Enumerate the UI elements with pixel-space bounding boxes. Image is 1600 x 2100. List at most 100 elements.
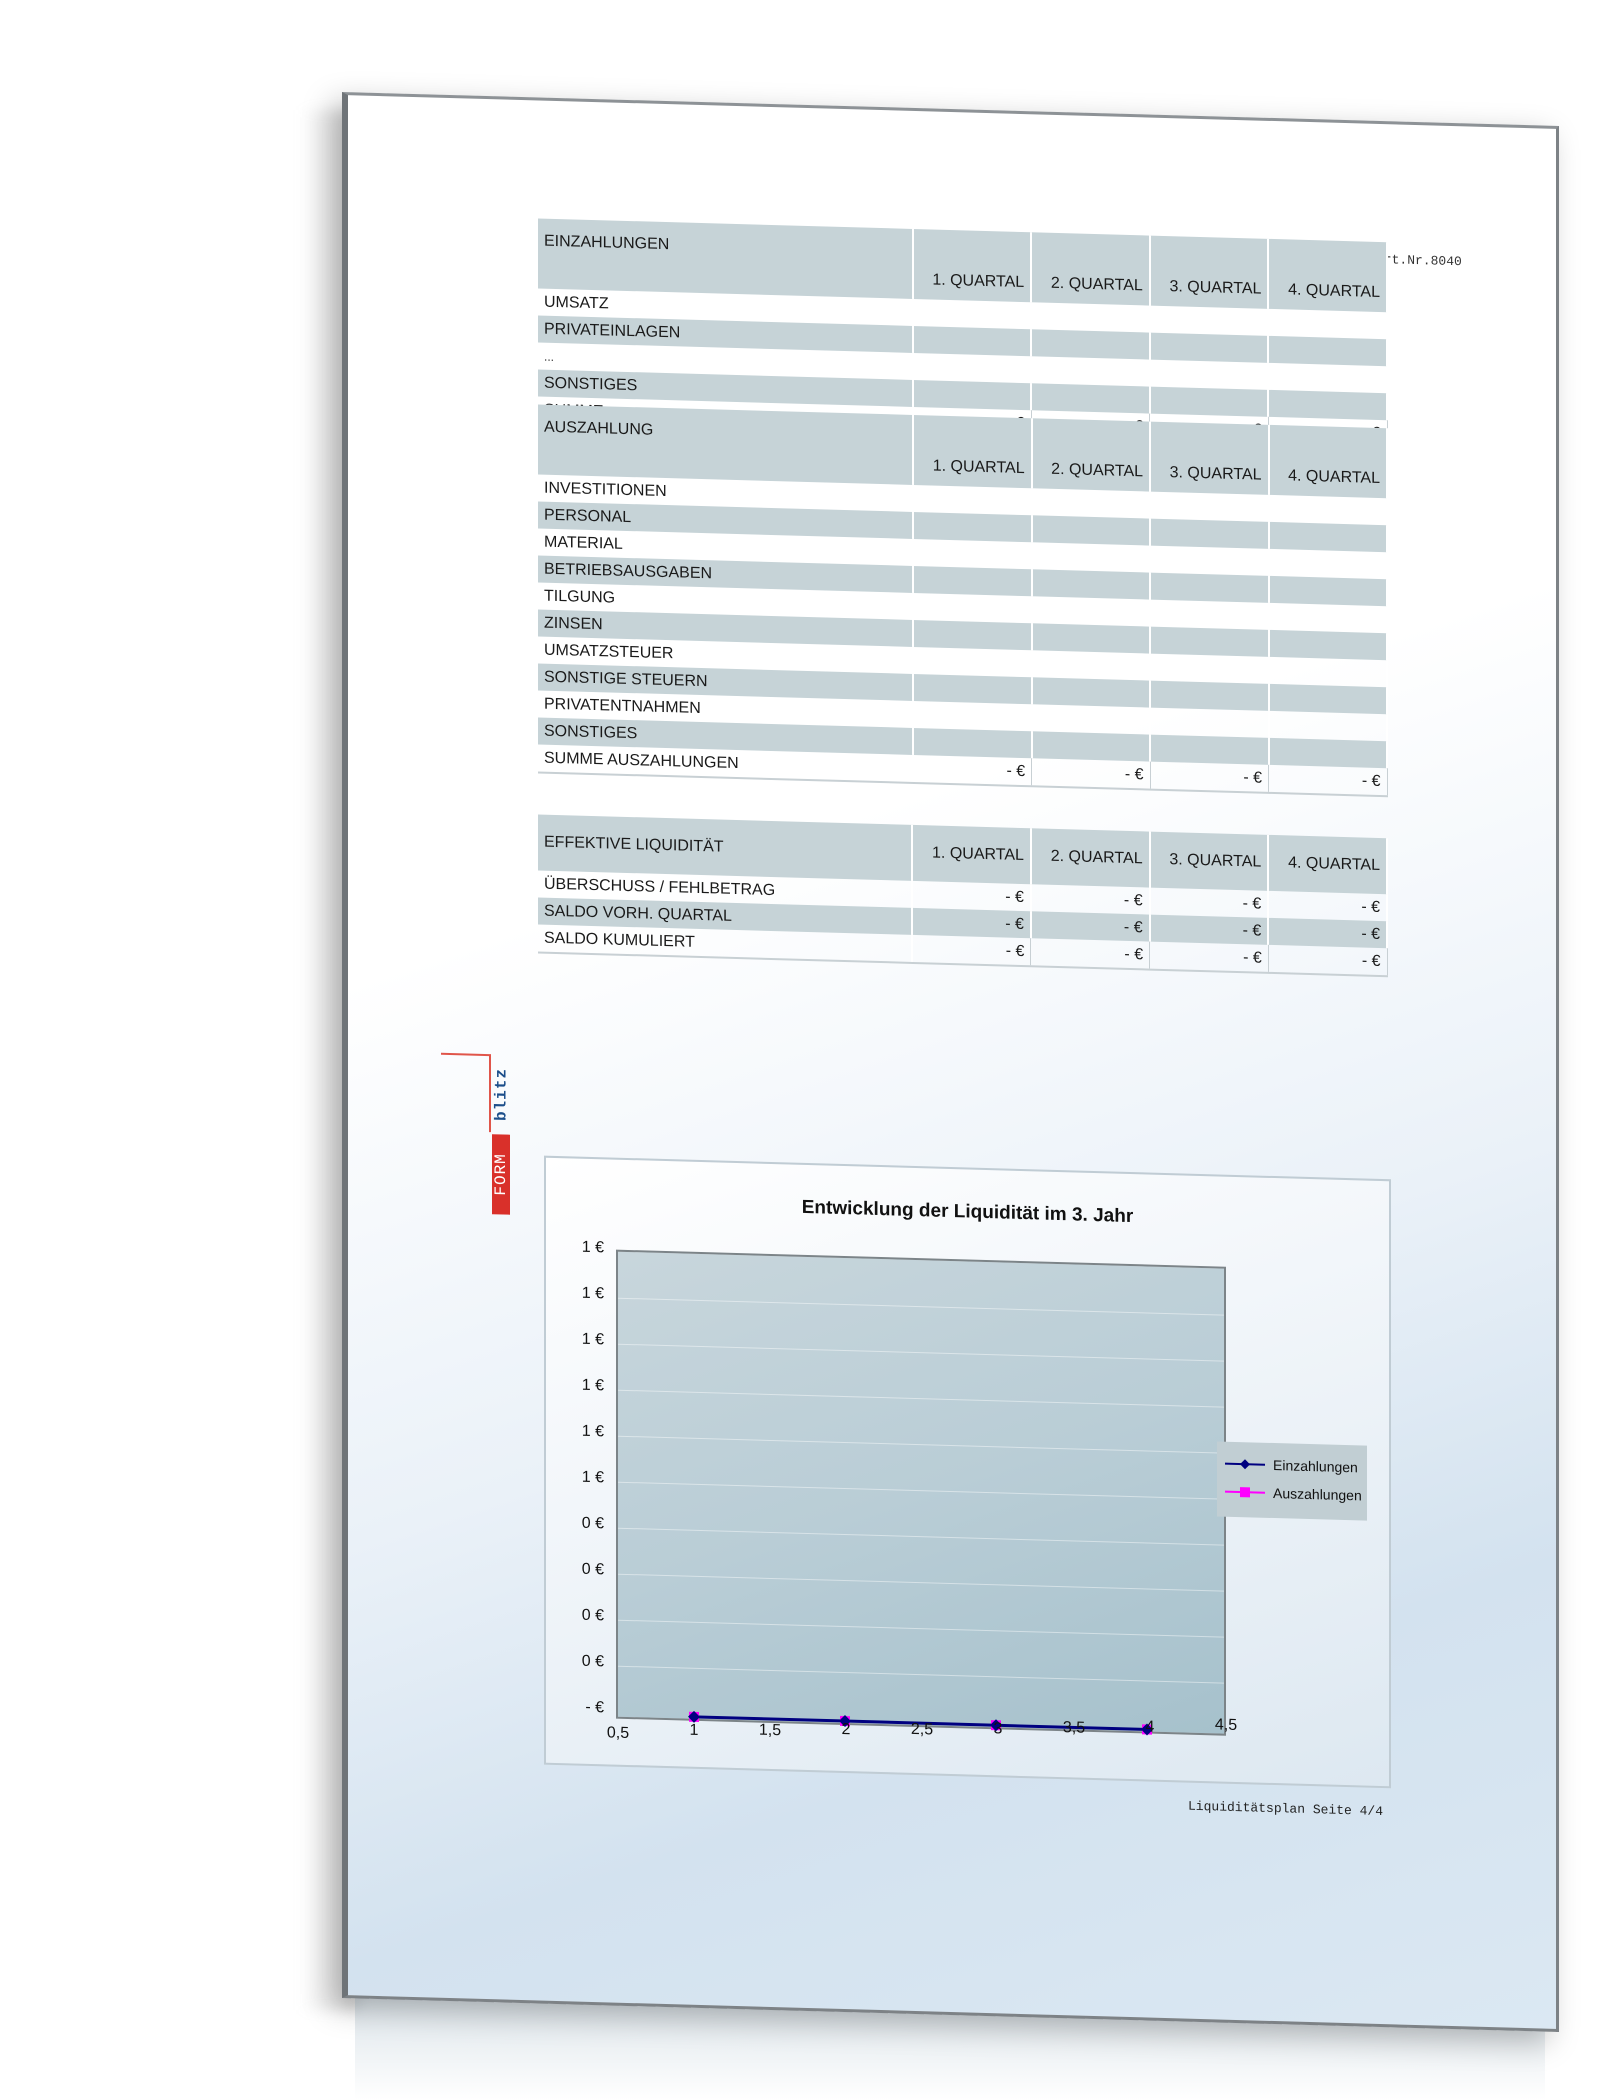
column-header-q3: 3. QUARTAL: [1149, 831, 1269, 891]
cell-q3[interactable]: [1149, 332, 1269, 363]
cell-q1[interactable]: [912, 379, 1032, 411]
cell-q3[interactable]: [1149, 359, 1269, 390]
cell-q2[interactable]: [1031, 383, 1150, 414]
cell-q2[interactable]: [1031, 515, 1151, 546]
cell-q3[interactable]: [1150, 518, 1269, 549]
column-header-q4: 4. QUARTAL: [1268, 238, 1387, 313]
cell-q4[interactable]: [1268, 494, 1387, 526]
y-tick: 1 €: [581, 1422, 604, 1441]
page-footer: Liquiditätsplan Seite 4/4: [1188, 1798, 1384, 1820]
logo-accent-line: [441, 1052, 489, 1057]
liquiditaet-table: EFFEKTIVE LIQUIDITÄT 1. QUARTAL 2. QUART…: [538, 814, 1388, 977]
cell-q3[interactable]: [1150, 572, 1269, 603]
line-square-icon: [1225, 1487, 1265, 1498]
cell-q2[interactable]: [1031, 677, 1151, 708]
y-tick: 1 €: [581, 1238, 604, 1257]
column-header-q4: 4. QUARTAL: [1268, 424, 1387, 499]
cell-q1[interactable]: [913, 646, 1032, 678]
formblitz-logo: blitz FORM: [441, 1052, 511, 1215]
plot-area: [616, 1249, 1226, 1736]
cell-q2[interactable]: [1031, 488, 1151, 519]
cell-q2[interactable]: [1031, 329, 1150, 360]
cell-q4[interactable]: [1268, 548, 1387, 580]
cell-q4[interactable]: [1268, 335, 1387, 367]
cell-q2[interactable]: [1031, 623, 1151, 654]
article-number: Art.Nr.8040: [1376, 251, 1462, 270]
column-header-q2: 2. QUARTAL: [1031, 418, 1151, 492]
cell-q1[interactable]: [913, 511, 1032, 543]
column-header-q2: 2. QUARTAL: [1031, 232, 1150, 306]
cell-q3[interactable]: [1150, 545, 1269, 576]
cell-q1[interactable]: [913, 538, 1032, 570]
cell-q3[interactable]: [1150, 734, 1269, 765]
x-tick: 2,5: [910, 1720, 934, 1739]
cell-q2[interactable]: [1031, 302, 1150, 333]
sum-q4: - €: [1268, 764, 1387, 797]
cell-q1[interactable]: [913, 673, 1032, 705]
legend-item-einzahlungen: Einzahlungen: [1225, 1454, 1358, 1478]
cell-q4[interactable]: [1268, 710, 1387, 742]
column-header-q4: 4. QUARTAL: [1268, 834, 1387, 895]
cell-q2[interactable]: [1031, 542, 1151, 573]
cell-q3[interactable]: [1150, 626, 1269, 657]
auszahlung-table: AUSZAHLUNG 1. QUARTAL 2. QUARTAL 3. QUAR…: [538, 404, 1388, 797]
cell-q1[interactable]: [913, 565, 1032, 597]
cell-q1[interactable]: [912, 352, 1032, 384]
cell-q3[interactable]: [1150, 491, 1269, 522]
table-title: EINZAHLUNGEN: [538, 218, 913, 299]
sum-q2: - €: [1031, 758, 1151, 790]
cell-q1[interactable]: [912, 325, 1032, 357]
chart-title: Entwicklung der Liquidität im 3. Jahr: [801, 1196, 1134, 1228]
y-tick: 1 €: [581, 1376, 604, 1395]
cell-q1[interactable]: [913, 700, 1032, 732]
chart-legend: Einzahlungen Auszahlungen: [1217, 1441, 1367, 1521]
document-page: III. JAHR Liquiditätsplan Art.Nr.8040 EI…: [342, 92, 1559, 2032]
column-header-q3: 3. QUARTAL: [1149, 235, 1269, 309]
cell-q2: - €: [1030, 911, 1150, 942]
cell-q4: - €: [1268, 944, 1387, 977]
cell-q3[interactable]: [1150, 680, 1269, 711]
legend-item-auszahlungen: Auszahlungen: [1225, 1482, 1362, 1506]
table-title: AUSZAHLUNG: [538, 404, 914, 485]
x-tick: 4: [1145, 1718, 1155, 1736]
cell-q3[interactable]: [1150, 707, 1269, 738]
cell-q4[interactable]: [1268, 737, 1387, 769]
cell-q2[interactable]: [1031, 650, 1151, 681]
cell-q4[interactable]: [1268, 362, 1387, 394]
cell-q4[interactable]: [1268, 308, 1387, 340]
y-tick: 1 €: [581, 1284, 604, 1303]
y-tick: 1 €: [581, 1330, 604, 1349]
cell-q4[interactable]: [1268, 629, 1387, 661]
cell-q4: - €: [1268, 917, 1387, 949]
cell-q4[interactable]: [1268, 521, 1387, 553]
cell-q2[interactable]: [1031, 731, 1151, 762]
cell-q4[interactable]: [1268, 575, 1387, 607]
cell-q1[interactable]: [912, 298, 1032, 330]
cell-q4[interactable]: [1268, 389, 1387, 421]
x-tick: 1,5: [758, 1721, 782, 1740]
cell-q3[interactable]: [1150, 599, 1269, 630]
x-tick: 4,5: [1214, 1716, 1238, 1735]
cell-q4[interactable]: [1268, 602, 1387, 634]
cell-q4[interactable]: [1268, 683, 1387, 715]
cell-q1: - €: [912, 880, 1031, 912]
line-diamond-icon: [1225, 1459, 1265, 1470]
cell-q3[interactable]: [1149, 305, 1269, 336]
cell-q2: - €: [1030, 884, 1150, 915]
cell-q4[interactable]: [1268, 656, 1387, 688]
cell-q3[interactable]: [1149, 386, 1269, 417]
cell-q1[interactable]: [913, 619, 1032, 651]
cell-q3: - €: [1149, 941, 1269, 973]
cell-q1[interactable]: [913, 592, 1032, 624]
cell-q1[interactable]: [913, 727, 1032, 759]
cell-q4: - €: [1268, 890, 1387, 922]
cell-q2: - €: [1030, 938, 1150, 970]
cell-q2[interactable]: [1031, 356, 1150, 387]
cell-q1[interactable]: [913, 484, 1032, 516]
column-header-q1: 1. QUARTAL: [912, 824, 1031, 885]
cell-q2[interactable]: [1031, 596, 1151, 627]
cell-q2[interactable]: [1031, 569, 1151, 600]
column-header-q3: 3. QUARTAL: [1150, 421, 1269, 495]
cell-q3[interactable]: [1150, 653, 1269, 684]
cell-q2[interactable]: [1031, 704, 1151, 735]
